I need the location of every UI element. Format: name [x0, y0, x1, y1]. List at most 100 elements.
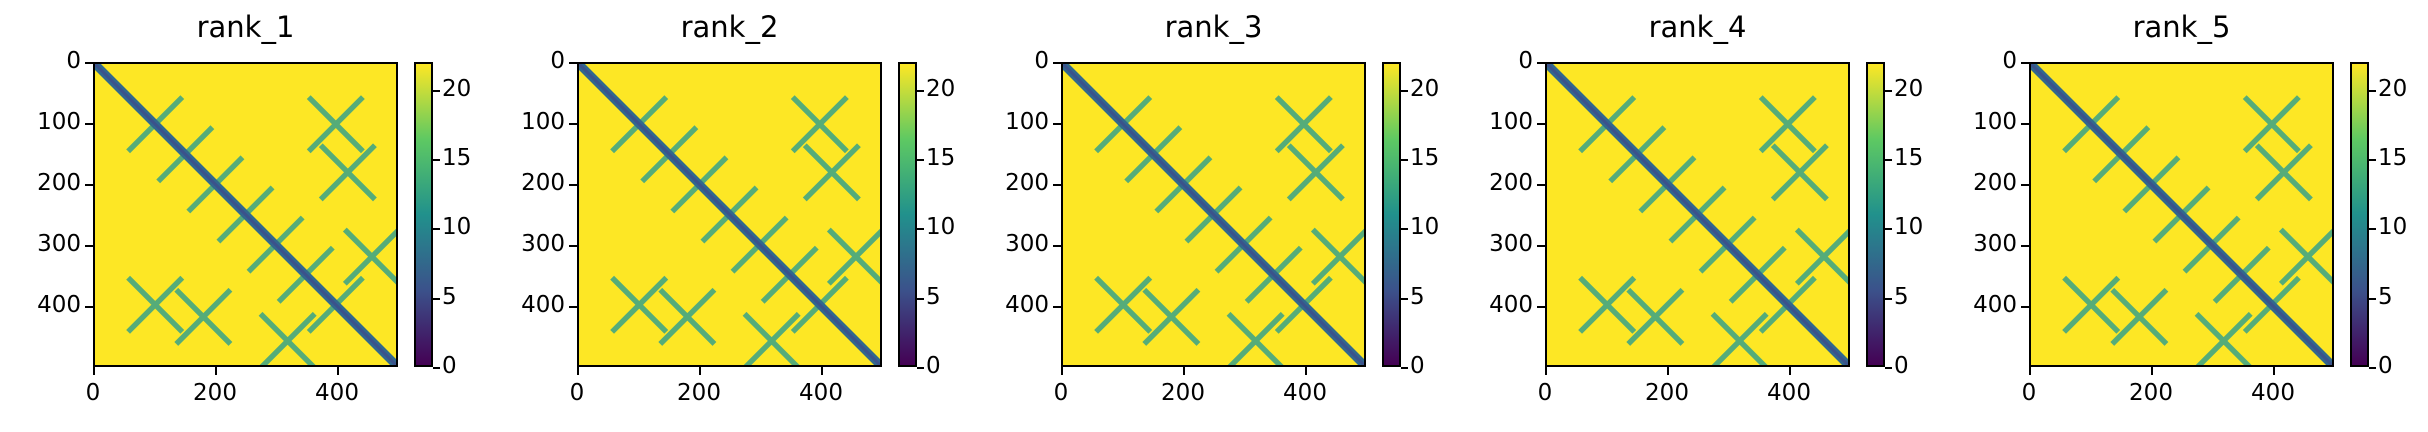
colorbar-tick-mark — [1401, 228, 1408, 231]
y-tick-label: 300 — [1005, 231, 1049, 257]
colorbar-tick-mark — [917, 228, 924, 231]
x-tick-mark — [337, 367, 339, 375]
y-tick-mark — [2021, 62, 2029, 64]
colorbar-tick-label: 20 — [1894, 75, 1924, 102]
colorbar-tick-mark — [917, 159, 924, 162]
x-tick-label: 0 — [85, 380, 101, 406]
colorbar-tick-mark — [1401, 89, 1408, 92]
colorbar-tick-label: 10 — [926, 214, 956, 241]
y-tick-mark — [1537, 123, 1545, 125]
colorbar-tick-mark — [1401, 297, 1408, 300]
x-tick-mark — [577, 367, 579, 375]
colorbar-tick-mark — [433, 89, 440, 92]
x-tick-mark — [699, 367, 701, 375]
colorbar-tick-mark — [433, 228, 440, 231]
x-tick-label: 400 — [1283, 380, 1327, 406]
contact-pattern — [126, 275, 185, 334]
x-tick-mark — [1667, 367, 1669, 375]
heatmap-panel: rank_2 0 100 200 300 400 0 200 400 0 5 10 15 20 — [484, 0, 964, 432]
colorbar-tick-label: 0 — [926, 353, 941, 379]
y-tick-label: 300 — [521, 231, 565, 257]
y-tick-label: 300 — [37, 231, 81, 257]
colorbar-tick-label: 10 — [1894, 214, 1924, 241]
colorbar-tick-label: 10 — [1410, 214, 1440, 241]
colorbar-tick-label: 20 — [2378, 75, 2408, 102]
x-tick-label: 0 — [569, 380, 585, 406]
y-tick-mark — [2021, 306, 2029, 308]
heatmap-plot — [1545, 62, 1850, 367]
x-tick-mark — [2273, 367, 2275, 375]
contact-pattern — [258, 311, 317, 365]
colorbar-tick-mark — [2369, 367, 2376, 369]
colorbar-tick-mark — [2369, 159, 2376, 162]
contact-pattern — [342, 227, 396, 286]
heatmap-panel: rank_4 0 100 200 300 400 0 200 400 0 5 10 15 20 — [1452, 0, 1932, 432]
colorbar-tick-mark — [1401, 367, 1408, 369]
colorbar-tick-label: 5 — [2378, 283, 2393, 310]
x-tick-mark — [1789, 367, 1791, 375]
contact-pattern — [742, 311, 801, 365]
diagonal-core — [2031, 64, 2332, 365]
contact-pattern — [1094, 275, 1153, 334]
contact-pattern — [1578, 275, 1637, 334]
y-tick-label: 0 — [1518, 48, 1533, 74]
y-tick-mark — [2021, 184, 2029, 186]
x-tick-label: 200 — [193, 380, 237, 406]
y-tick-label: 400 — [1973, 292, 2017, 318]
colorbar-tick-label: 20 — [442, 75, 472, 102]
colorbar-tick-mark — [2369, 228, 2376, 231]
colorbar-tick-mark — [917, 367, 924, 369]
y-tick-label: 100 — [37, 109, 81, 135]
y-tick-mark — [569, 184, 577, 186]
heatmap-panel: rank_5 0 100 200 300 400 0 200 400 0 5 10 15 20 — [1936, 0, 2416, 432]
y-tick-mark — [1053, 245, 1061, 247]
contact-pattern — [658, 287, 717, 346]
colorbar-tick-label: 0 — [1410, 353, 1425, 379]
y-tick-mark — [85, 184, 93, 186]
heatmap-plot — [1061, 62, 1366, 367]
colorbar-tick-mark — [1885, 159, 1892, 162]
contact-pattern — [610, 275, 669, 334]
colorbar-tick-label: 10 — [2378, 214, 2408, 241]
colorbar-tick-label: 10 — [442, 214, 472, 241]
contact-pattern — [1626, 287, 1685, 346]
y-tick-mark — [569, 306, 577, 308]
y-tick-mark — [85, 245, 93, 247]
y-tick-mark — [85, 62, 93, 64]
y-tick-mark — [1053, 123, 1061, 125]
y-tick-label: 200 — [1973, 170, 2017, 196]
colorbar-tick-mark — [1885, 228, 1892, 231]
colorbar-tick-label: 5 — [442, 283, 457, 310]
contact-pattern — [1770, 143, 1829, 202]
contact-pattern — [1794, 227, 1848, 286]
contact-pattern — [826, 227, 880, 286]
x-tick-mark — [2151, 367, 2153, 375]
contact-pattern — [1226, 311, 1285, 365]
contact-pattern — [318, 143, 377, 202]
heatmap-plot — [577, 62, 882, 367]
contact-pattern — [2062, 275, 2121, 334]
diagonal-core — [1547, 64, 1848, 365]
x-tick-mark — [1061, 367, 1063, 375]
y-tick-mark — [1537, 184, 1545, 186]
colorbar-tick-label: 0 — [1894, 353, 1909, 379]
y-tick-mark — [2021, 245, 2029, 247]
colorbar-tick-mark — [433, 367, 440, 369]
y-tick-mark — [85, 306, 93, 308]
colorbar-tick-mark — [1885, 367, 1892, 369]
x-tick-label: 400 — [315, 380, 359, 406]
colorbar-tick-label: 15 — [2378, 145, 2408, 172]
panel-title: rank_1 — [196, 10, 295, 44]
y-tick-mark — [2021, 123, 2029, 125]
x-tick-label: 200 — [1645, 380, 1689, 406]
panel-title: rank_4 — [1648, 10, 1747, 44]
x-tick-label: 0 — [1537, 380, 1553, 406]
colorbar-tick-mark — [917, 297, 924, 300]
y-tick-label: 200 — [1005, 170, 1049, 196]
colorbar-tick-label: 0 — [442, 353, 457, 379]
x-tick-mark — [93, 367, 95, 375]
colorbar-tick-label: 5 — [926, 283, 941, 310]
contact-pattern — [306, 95, 365, 154]
contact-pattern — [2110, 287, 2169, 346]
x-tick-mark — [1305, 367, 1307, 375]
